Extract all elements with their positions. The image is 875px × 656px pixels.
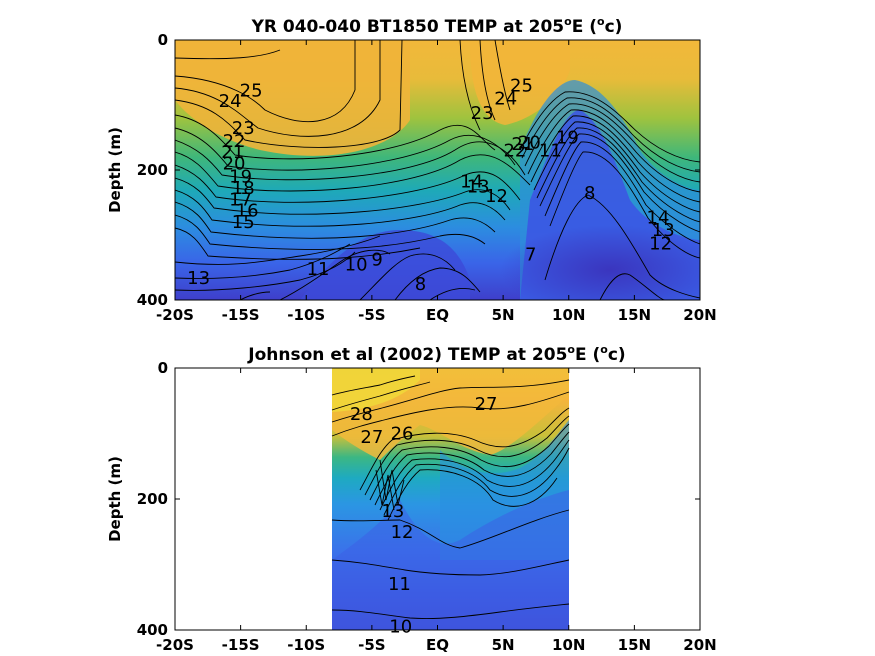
panel-bottom-x-tick-label: 15N — [618, 636, 651, 654]
panel-bottom-contour-label: 27 — [475, 394, 498, 415]
panel-bottom-field — [331, 368, 570, 630]
panel-bottom-ticks: -20S -15S -10S -5S EQ 5N 10N 15N 20N 0 200 400 — [137, 359, 717, 654]
panel-bottom-y-tick-label: 0 — [158, 359, 168, 377]
panel-bottom-contour-label: 10 — [389, 617, 412, 638]
panel-top-ticks: -20S -15S -10S -5S EQ 5N 10N 15N 20N 0 200 400 — [137, 31, 717, 324]
panel-top-x-tick-label: -10S — [287, 306, 325, 324]
panel-top-contour-label: 18 — [232, 178, 255, 199]
panel-top-contour-label: 25 — [240, 81, 263, 102]
panel-bottom-x-tick-label: -20S — [156, 636, 194, 654]
panel-bottom-contour-label: 13 — [381, 501, 404, 522]
panel-top-contour-label: 14 — [460, 172, 483, 193]
panel-top-contour-label: 11 — [539, 141, 562, 162]
panel-top-y-tick-label: 0 — [158, 31, 168, 49]
panel-top-contour-label: 22 — [223, 131, 246, 152]
panel-top-contour-label: 16 — [236, 200, 259, 221]
panel-bottom-x-tick-label: EQ — [426, 636, 449, 654]
panel-top-contour-label: 21 — [511, 134, 534, 155]
panel-top-contour-label: 7 — [525, 245, 536, 266]
panel-top-contour-label: 19 — [229, 167, 252, 188]
panel-top-contour-label: 13 — [652, 220, 675, 241]
panel-top-contour-label: 12 — [649, 233, 672, 254]
panel-bottom: Johnson et al (2002) TEMP at 205oE (oc) — [106, 343, 717, 654]
panel-top-contour-label: 12 — [485, 186, 508, 207]
panel-bottom-x-tick-label: -10S — [287, 636, 325, 654]
panel-top-contour-label: 25 — [510, 76, 533, 97]
panel-top-contour-label: 13 — [187, 268, 210, 289]
panel-bottom-title: Johnson et al (2002) TEMP at 205oE (oc) — [247, 343, 625, 365]
panel-top-x-tick-label: EQ — [426, 306, 449, 324]
panel-bottom-contours — [331, 375, 570, 619]
panel-top-contour-label: 17 — [229, 189, 252, 210]
panel-bottom-x-tick-label: 5N — [492, 636, 515, 654]
panel-top-x-tick-label: -15S — [222, 306, 260, 324]
panel-bottom-x-tick-label: -15S — [222, 636, 260, 654]
panel-top-contour-label: 23 — [471, 103, 494, 124]
panel-top-contour-label: 8 — [415, 274, 426, 295]
panel-top-title: YR 040-040 BT1850 TEMP at 205oE (oc) — [251, 15, 623, 37]
panel-top-contour-label: 9 — [371, 250, 382, 271]
panel-top-contour-label: 22 — [503, 141, 526, 162]
panel-bottom-x-tick-label: -5S — [358, 636, 385, 654]
panel-top-contour-label: 8 — [584, 183, 595, 204]
panel-top-y-tick-label: 400 — [137, 291, 168, 309]
panel-bottom-contour-label: 12 — [391, 522, 414, 543]
panel-top-contour-label: 20 — [223, 154, 246, 175]
panel-top-contours — [175, 40, 700, 300]
panel-bottom-y-tick-label: 200 — [137, 490, 168, 508]
panel-bottom-contour-label: 28 — [350, 404, 373, 425]
panel-top-x-tick-label: -20S — [156, 306, 194, 324]
panel-bottom-contour-label: 27 — [360, 427, 383, 448]
panel-top-x-tick-label: 20N — [683, 306, 716, 324]
panel-top: YR 040-040 BT1850 TEMP at 205oE (oc) — [106, 15, 717, 324]
panel-bottom-x-tick-label: 20N — [683, 636, 716, 654]
panel-top-contour-label: 21 — [221, 142, 244, 163]
panel-bottom-ylabel: Depth (m) — [106, 456, 124, 542]
panel-top-field — [175, 40, 700, 300]
panel-top-contour-label: 14 — [647, 207, 670, 228]
panel-top-contour-label: 15 — [232, 212, 255, 233]
panel-top-y-tick-label: 200 — [137, 161, 168, 179]
panel-bottom-x-tick-label: 10N — [552, 636, 585, 654]
panel-top-contour-label: 24 — [219, 91, 242, 112]
panel-top-contour-label: 13 — [467, 176, 490, 197]
panel-top-contour-label: 10 — [345, 254, 368, 275]
panel-bottom-y-tick-label: 400 — [137, 621, 168, 639]
panel-top-ylabel: Depth (m) — [106, 127, 124, 213]
panel-top-contour-label: 24 — [494, 89, 517, 110]
panel-top-contour-label: 11 — [307, 259, 330, 280]
panel-top-x-tick-label: 15N — [618, 306, 651, 324]
panel-top-x-tick-label: 10N — [552, 306, 585, 324]
panel-bottom-contour-label: 11 — [388, 574, 411, 595]
panel-top-x-tick-label: -5S — [358, 306, 385, 324]
panel-top-contour-label: 19 — [556, 128, 579, 149]
panel-bottom-contour-label: 26 — [391, 424, 414, 445]
panel-top-contour-label: 23 — [232, 118, 255, 139]
panel-top-contour-label: 20 — [518, 133, 541, 154]
panel-top-x-tick-label: 5N — [492, 306, 515, 324]
